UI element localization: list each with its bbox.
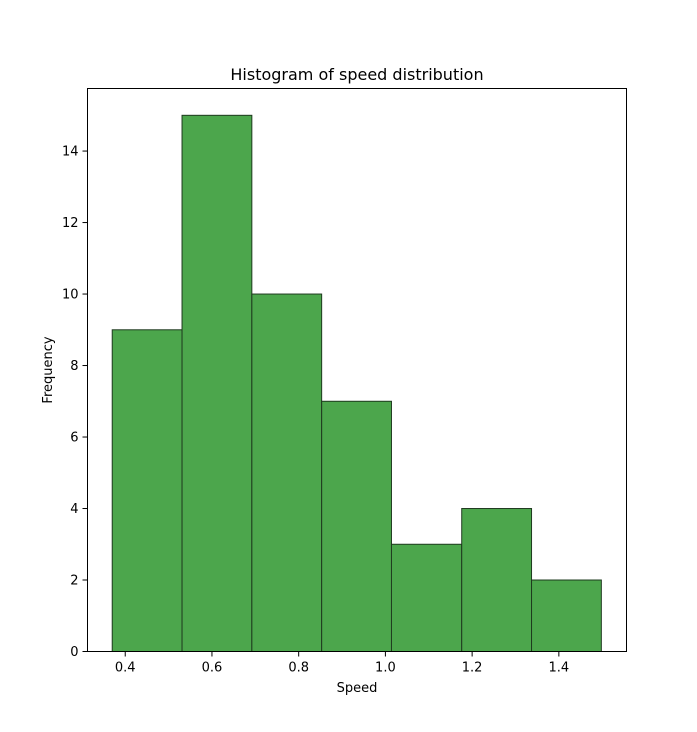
x-tick-label: 1.4 <box>549 661 570 676</box>
y-axis: 0 2 4 6 8 10 12 14 <box>62 145 88 660</box>
x-tick-label: 0.8 <box>288 661 309 676</box>
y-axis-label: Frequency <box>41 336 56 403</box>
histogram-bar <box>321 400 392 652</box>
chart-title: Histogram of speed distribution <box>230 65 483 84</box>
histogram-bar <box>111 329 183 652</box>
histogram-bar <box>531 579 602 652</box>
x-axis-label: Speed <box>337 681 378 696</box>
x-tick-label: 1.2 <box>462 661 483 676</box>
x-tick-label: 1.0 <box>375 661 396 676</box>
histogram-bar <box>251 293 323 652</box>
y-tick-label: 10 <box>62 288 79 303</box>
y-tick-label: 8 <box>70 359 78 374</box>
y-tick-label: 12 <box>62 216 79 231</box>
x-axis: 0.4 0.6 0.8 1.0 1.2 1.4 <box>115 651 570 676</box>
histogram-bar <box>390 543 463 652</box>
y-tick-label: 0 <box>70 645 78 660</box>
plot-frame <box>87 88 627 652</box>
y-tick-label: 14 <box>62 145 79 160</box>
x-tick-label: 0.6 <box>202 661 223 676</box>
bars-group <box>111 114 602 653</box>
histogram-bar <box>461 508 533 652</box>
y-tick-label: 4 <box>70 502 78 517</box>
y-tick-label: 2 <box>70 574 78 589</box>
y-tick-label: 6 <box>70 431 78 446</box>
histogram-bar <box>181 114 253 653</box>
x-tick-label: 0.4 <box>115 661 136 676</box>
